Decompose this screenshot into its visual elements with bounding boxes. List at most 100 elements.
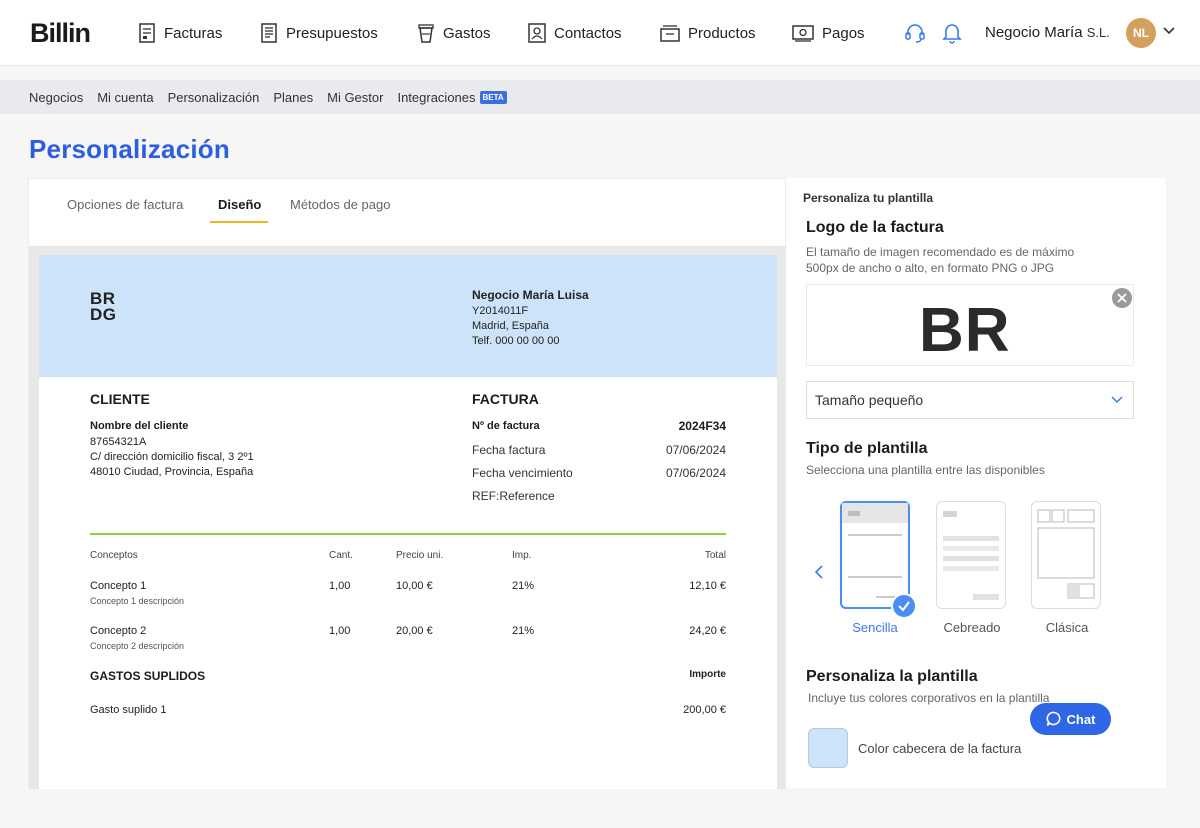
nav-item-contactos[interactable]: Contactos — [528, 21, 622, 45]
subnav-label: Integraciones — [397, 89, 476, 105]
tab-diseno[interactable]: Diseño — [218, 197, 262, 212]
column-header: Total — [704, 550, 726, 561]
logo-preview: BR — [919, 296, 1011, 365]
business-suffix: S.L. — [1086, 25, 1110, 40]
quote-icon — [261, 23, 277, 43]
selected-check-icon — [891, 593, 917, 619]
box-icon — [660, 25, 680, 42]
nav-label: Pagos — [822, 24, 865, 42]
line-price: 20,00 € — [396, 625, 433, 637]
invoice-due-label: Fecha vencimiento — [472, 466, 573, 480]
invoice-due-date: 07/06/2024 — [665, 466, 726, 480]
chat-label: Chat — [1066, 711, 1096, 727]
line-qty: 1,00 — [329, 580, 351, 592]
divider-line — [90, 533, 726, 535]
nav-item-facturas[interactable]: Facturas — [138, 21, 222, 45]
invoice-date: 07/06/2024 — [665, 443, 726, 457]
invoice-icon — [139, 23, 155, 43]
invoice-number: 2024F34 — [678, 419, 726, 433]
headset-icon[interactable] — [904, 22, 926, 44]
template-section-desc: Selecciona una plantilla entre las dispo… — [806, 463, 1045, 477]
line-total: 24,20 € — [689, 625, 726, 637]
subnav-item-integraciones[interactable]: Integraciones BETA — [397, 89, 507, 105]
template-cebreado[interactable] — [936, 501, 1006, 609]
chevron-down-icon — [1111, 396, 1123, 403]
company-info: Negocio María Luisa Y2014011F Madrid, Es… — [472, 288, 589, 349]
expense-item: Gasto suplido 1 — [90, 704, 167, 716]
tab-metodos-pago[interactable]: Métodos de pago — [290, 197, 391, 212]
line-price: 10,00 € — [396, 580, 433, 592]
company-phone: Telf. 000 00 00 00 — [472, 335, 560, 347]
line-description: Concepto 1 descripción — [90, 596, 185, 606]
invoice-preview-panel: Opciones de factura Diseño Métodos de pa… — [28, 178, 787, 789]
logo-upload-box[interactable]: BR — [806, 284, 1134, 366]
header-color-label: Color cabecera de la factura — [858, 741, 1022, 756]
template-name-cebreado: Cebreado — [943, 620, 1001, 635]
select-value: Tamaño pequeño — [815, 392, 924, 408]
customize-panel: Personaliza tu plantilla Logo de la fact… — [786, 178, 1166, 788]
company-tax-id: Y2014011F — [472, 305, 529, 317]
client-name: Nombre del cliente — [90, 420, 189, 432]
subnav-item-negocios[interactable]: Negocios — [29, 89, 84, 105]
template-sencilla[interactable] — [840, 501, 910, 609]
chat-bubble-icon — [1046, 711, 1061, 726]
nav-item-pagos[interactable]: Pagos — [792, 21, 865, 45]
cup-icon — [418, 24, 434, 43]
line-tax: 21% — [512, 625, 535, 637]
template-name-sencilla: Sencilla — [852, 620, 898, 635]
logo-size-select[interactable]: Tamaño pequeño — [806, 381, 1134, 419]
nav-label: Productos — [688, 24, 756, 42]
column-header: Imp. — [512, 550, 532, 561]
line-concept: Concepto 1 — [90, 580, 147, 592]
tab-opciones-factura[interactable]: Opciones de factura — [67, 197, 184, 212]
preview-area: BR DG Negocio María Luisa Y2014011F Madri… — [29, 247, 787, 789]
contact-icon — [528, 23, 546, 43]
company-name: Negocio María Luisa — [472, 288, 589, 302]
invoice-heading: FACTURA — [472, 391, 539, 407]
active-tab-indicator — [210, 221, 268, 223]
subnav-item-mi-gestor[interactable]: Mi Gestor — [327, 89, 384, 105]
expenses-amount-label: Importe — [689, 669, 726, 680]
expenses-heading: GASTOS SUPLIDOS — [90, 669, 206, 683]
invoice-number-label: Nº de factura — [472, 420, 540, 432]
client-tax-id: 87654321A — [90, 436, 147, 448]
nav-label: Gastos — [443, 24, 491, 42]
page-title: Personalización — [29, 134, 230, 164]
chevron-down-icon[interactable] — [1162, 26, 1176, 36]
chevron-left-icon[interactable] — [814, 565, 824, 579]
bell-icon[interactable] — [942, 22, 962, 44]
subnav-item-planes[interactable]: Planes — [273, 89, 314, 105]
company-city: Madrid, España — [472, 320, 550, 332]
nav-item-productos[interactable]: Productos — [660, 21, 756, 45]
desc-line: 500px de ancho o alto, en formato PNG o … — [806, 261, 1055, 275]
close-icon — [1117, 293, 1127, 303]
line-total: 12,10 € — [689, 580, 726, 592]
remove-logo-button[interactable] — [1112, 288, 1132, 308]
avatar[interactable]: NL — [1126, 18, 1156, 48]
client-heading: CLIENTE — [90, 391, 150, 407]
client-address-1: C/ dirección domicilio fiscal, 3 2º1 — [90, 451, 254, 463]
logo-line: DG — [90, 305, 117, 324]
template-name-clasica: Clásica — [1045, 620, 1089, 635]
panel-heading: Personaliza tu plantilla — [803, 191, 934, 205]
tab-bar: Opciones de factura Diseño Métodos de pa… — [29, 179, 787, 247]
nav-item-presupuestos[interactable]: Presupuestos — [260, 21, 378, 45]
column-header: Cant. — [329, 550, 353, 561]
subnav-item-personalizacion[interactable]: Personalización — [167, 89, 260, 105]
nav-item-gastos[interactable]: Gastos — [417, 21, 491, 45]
template-clasica[interactable] — [1031, 501, 1101, 609]
brand-logo[interactable]: Billin — [30, 18, 91, 48]
invoice-ref: REF:Reference — [472, 489, 555, 503]
header-color-swatch[interactable] — [808, 728, 848, 768]
subnav-item-mi-cuenta[interactable]: Mi cuenta — [97, 89, 154, 105]
business-name[interactable]: Negocio María S.L. — [985, 24, 1110, 41]
business-label: Negocio María — [985, 24, 1083, 41]
money-icon — [792, 25, 814, 42]
line-description: Concepto 2 descripción — [90, 641, 185, 651]
template-thumbnail — [1037, 509, 1095, 599]
logo-section-title: Logo de la factura — [806, 219, 944, 236]
nav-label: Contactos — [554, 24, 622, 42]
chat-button[interactable]: Chat — [1030, 703, 1111, 735]
template-thumbnail — [943, 511, 999, 600]
invoice-document: BR DG Negocio María Luisa Y2014011F Madri… — [39, 255, 777, 789]
